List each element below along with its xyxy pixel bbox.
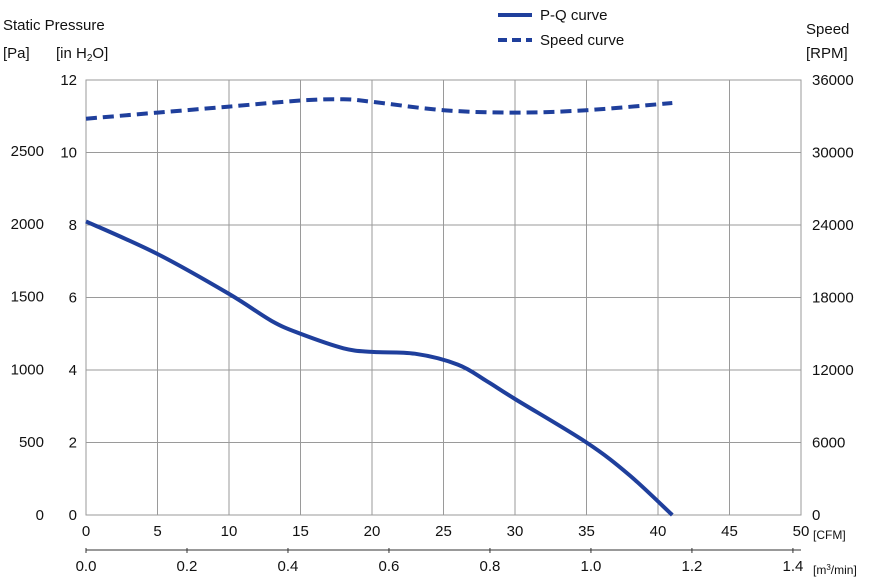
speed-curve-line (85, 97, 673, 121)
y-tick-label-pa: 2500 (11, 143, 44, 160)
y-tick-label-inh2o: 4 (69, 362, 77, 379)
series-layer (85, 97, 674, 517)
left-axis-unit-pa: [Pa] (3, 45, 30, 62)
x-tick-label-cfm: 10 (221, 523, 238, 540)
x-tick-label-cfm: 15 (292, 523, 309, 540)
left-axis-unit-inh2o: [in H2O] (56, 45, 108, 64)
x-tick-label-cfm: 25 (435, 523, 452, 540)
x-tick-label-cfm: 40 (650, 523, 667, 540)
y-tick-label-inh2o: 8 (69, 217, 77, 234)
grid (86, 80, 801, 515)
x-tick-label-cfm: 5 (153, 523, 161, 540)
x-axis-unit-cfm: [CFM] (813, 528, 846, 542)
y-tick-label-inh2o: 10 (60, 145, 77, 162)
x-axis-unit-m3min: [m3/min] (813, 563, 857, 577)
y-tick-label-rpm: 30000 (812, 145, 854, 162)
y-tick-label-inh2o: 0 (69, 507, 77, 524)
pq-curve-line (85, 219, 674, 517)
plot-frame (85, 79, 802, 516)
x-tick-label-m3min: 0.4 (278, 558, 299, 575)
x-tick-label-m3min: 0.6 (379, 558, 400, 575)
legend-pq-label: P-Q curve (540, 7, 608, 24)
y-tick-label-rpm: 36000 (812, 72, 854, 89)
y-tick-label-inh2o: 2 (69, 435, 77, 452)
x-tick-label-m3min: 0.0 (76, 558, 97, 575)
x-tick-label-cfm: 50 (793, 523, 810, 540)
y-tick-label-pa: 500 (19, 434, 44, 451)
y-tick-label-inh2o: 12 (60, 72, 77, 89)
legend: P-Q curve Speed curve (498, 7, 624, 49)
y-tick-label-pa: 0 (36, 507, 44, 524)
x-tick-label-m3min: 1.2 (682, 558, 703, 575)
legend-speed-label: Speed curve (540, 32, 624, 49)
x-tick-label-m3min: 1.4 (782, 558, 803, 575)
x-tick-label-cfm: 20 (364, 523, 381, 540)
right-axis-title: Speed (806, 21, 849, 38)
y-tick-label-pa: 1500 (11, 289, 44, 306)
y-tick-label-pa: 1000 (11, 361, 44, 378)
left-axis-title: Static Pressure (3, 17, 105, 34)
x-tick-label-cfm: 0 (82, 523, 90, 540)
y-tick-label-rpm: 6000 (812, 435, 845, 452)
x-tick-label-cfm: 35 (578, 523, 595, 540)
y-tick-label-inh2o: 6 (69, 290, 77, 307)
x-tick-label-m3min: 0.8 (480, 558, 501, 575)
x-tick-label-m3min: 1.0 (581, 558, 602, 575)
y-tick-label-rpm: 0 (812, 507, 820, 524)
right-axis-unit: [RPM] (806, 45, 848, 62)
x-tick-label-m3min: 0.2 (177, 558, 198, 575)
x-tick-label-cfm: 45 (721, 523, 738, 540)
y-tick-label-rpm: 18000 (812, 290, 854, 307)
x-tick-label-cfm: 30 (507, 523, 524, 540)
y-tick-label-rpm: 24000 (812, 217, 854, 234)
tick-labels: 0246810120500100015002000250006000120001… (11, 72, 854, 575)
y-tick-label-pa: 2000 (11, 216, 44, 233)
y-tick-label-rpm: 12000 (812, 362, 854, 379)
